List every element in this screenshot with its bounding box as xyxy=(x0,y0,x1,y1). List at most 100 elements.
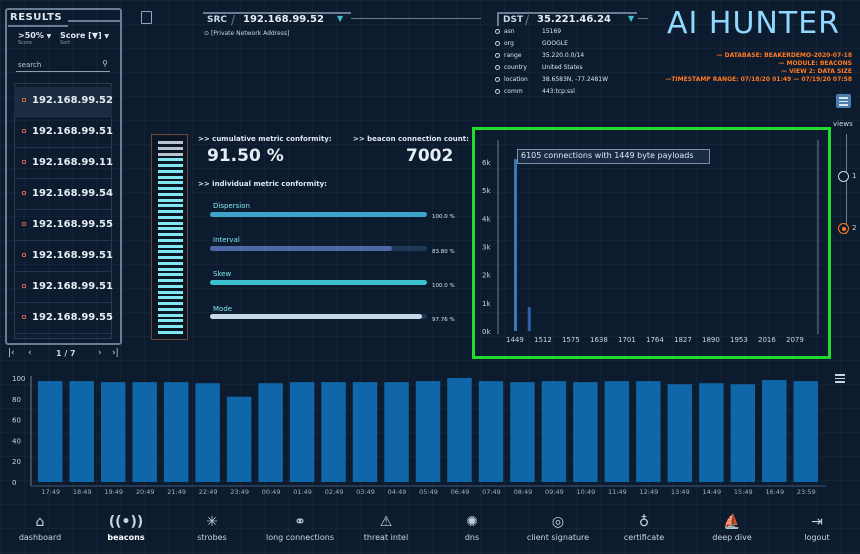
bullet-icon xyxy=(495,41,500,46)
src-note-text: [Private Network Address] xyxy=(210,30,290,37)
link-icon: ⚭ xyxy=(294,514,306,530)
nav-client-signature[interactable]: ◎ client signature xyxy=(522,514,594,542)
meter-segment xyxy=(158,296,183,300)
page-indicator: 1 / 7 xyxy=(56,349,76,358)
field-value: 38.6583N, -77.2481W xyxy=(542,76,609,83)
list-item[interactable]: 192.168.99.51 xyxy=(14,273,113,303)
field-value: 15169 xyxy=(542,28,562,35)
list-item[interactable]: 192.168.99.52 xyxy=(14,87,113,117)
list-item-ip: 192.168.99.51 xyxy=(32,281,113,292)
time-x-tick-label: 13:49 xyxy=(671,488,690,496)
info-timestamp: —TIMESTAMP RANGE: 07/18/20 01:49 — 07/19… xyxy=(665,76,852,83)
src-note: ⊙ [Private Network Address] xyxy=(204,30,289,37)
list-item[interactable]: 192.168.99.11 xyxy=(14,149,113,179)
score-filter[interactable]: >50% ▼ Score xyxy=(18,31,51,46)
metric-mode-fill xyxy=(210,314,423,319)
sail-icon: ⛵ xyxy=(723,514,741,530)
view-option-2-label: 2 xyxy=(852,224,857,232)
nav-logout[interactable]: ⇥ logout xyxy=(796,514,838,542)
sort-select[interactable]: Score [▼] ▼ Sort xyxy=(60,31,109,46)
last-page-icon[interactable]: ›| xyxy=(112,348,119,358)
results-panel xyxy=(5,8,122,345)
database-icon[interactable] xyxy=(141,11,152,24)
list-item[interactable]: 192.168.99.54 xyxy=(14,180,113,210)
size-bar xyxy=(514,159,517,331)
metric-skew-label: Skew xyxy=(213,270,232,278)
time-bar xyxy=(510,382,535,482)
nav-label: beacons xyxy=(107,533,145,542)
nav-deep-dive[interactable]: ⛵ deep dive xyxy=(706,514,758,542)
field-value: GOOGLE xyxy=(542,40,568,47)
cumulative-value: 91.50 % xyxy=(207,146,284,166)
meter-segment xyxy=(158,210,183,213)
meter-segment xyxy=(158,204,183,208)
results-list xyxy=(14,83,112,339)
nav-dashboard[interactable]: ⌂ dashboard xyxy=(14,514,66,542)
list-view-icon[interactable] xyxy=(836,94,851,108)
conformity-meter xyxy=(151,134,188,340)
list-item[interactable]: 192.168.99.51 xyxy=(14,118,113,148)
views-line xyxy=(846,134,847,234)
time-bar xyxy=(195,383,220,482)
meter-segment xyxy=(158,233,183,236)
status-dot-icon xyxy=(22,315,26,319)
time-y-tick-label: 60 xyxy=(12,417,21,425)
results-panel-notch xyxy=(68,8,122,22)
time-bar xyxy=(258,383,283,482)
field-key: asn xyxy=(504,28,515,35)
list-item[interactable]: 192.168.99.55 xyxy=(14,211,113,241)
src-line xyxy=(351,18,481,19)
time-bar xyxy=(100,382,126,482)
nav-dns[interactable]: ✺ dns xyxy=(452,514,492,542)
nav-threat-intel[interactable]: ⚠ threat intel xyxy=(358,514,414,542)
cumulative-label: >> cumulative metric conformity: xyxy=(198,135,332,143)
time-x-tick-label: 12:49 xyxy=(639,488,658,496)
time-x-tick-label: 04:49 xyxy=(388,488,407,496)
search-icon: ⚲ xyxy=(102,59,108,68)
x-tick-label: 1953 xyxy=(730,336,748,344)
meter-segment xyxy=(158,152,183,156)
filter-icon[interactable]: ▼ xyxy=(337,14,344,23)
search-input[interactable]: search ⚲ xyxy=(16,59,110,72)
warning-icon: ⚠ xyxy=(379,514,393,530)
filter-icon[interactable]: ▼ xyxy=(628,14,635,23)
nav-certificate[interactable]: ♁ certificate xyxy=(618,514,670,542)
pager: |‹ ‹ 1 / 7 › ›| xyxy=(6,348,124,360)
certificate-icon: ♁ xyxy=(638,514,650,530)
time-bar xyxy=(604,381,630,482)
prev-page-icon[interactable]: ‹ xyxy=(28,348,32,358)
dst-label: DST xyxy=(503,15,524,25)
nav-strobes[interactable]: ✳ strobes xyxy=(186,514,238,542)
time-bar xyxy=(69,381,94,482)
view-option-1[interactable] xyxy=(838,171,849,182)
metric-skew-track xyxy=(210,280,427,285)
next-page-icon[interactable]: › xyxy=(98,348,102,358)
time-x-tick-label: 01:49 xyxy=(293,488,312,496)
time-bar xyxy=(636,381,661,482)
x-tick-label: 1890 xyxy=(702,336,720,344)
meter-segment xyxy=(158,330,183,334)
views-label: views xyxy=(833,120,853,128)
hamburger-icon[interactable] xyxy=(835,374,845,383)
size-bar xyxy=(527,307,531,331)
first-page-icon[interactable]: |‹ xyxy=(8,348,15,358)
view-option-2[interactable] xyxy=(838,223,849,234)
time-x-tick-label: 23:49 xyxy=(230,488,249,496)
src-header: SRC / 192.168.99.52 xyxy=(203,12,351,27)
meter-segment xyxy=(158,290,183,294)
nav-beacons[interactable]: ((•)) beacons xyxy=(100,514,152,542)
list-item[interactable]: 192.168.99.51 xyxy=(14,242,113,272)
list-item[interactable]: 192.168.99.55 xyxy=(14,304,113,334)
nav-long-connections[interactable]: ⚭ long connections xyxy=(262,514,338,542)
time-bar xyxy=(163,382,189,482)
metric-interval-track xyxy=(210,246,427,251)
list-item-ip: 192.168.99.55 xyxy=(32,312,113,323)
src-ip: 192.168.99.52 xyxy=(243,14,324,25)
dst-header: DST / 35.221.46.24 xyxy=(497,12,637,27)
time-y-tick-label: 100 xyxy=(12,375,25,383)
time-bar xyxy=(478,381,504,482)
time-chart: 0 20 40 60 80 100 17:49 18:49 19:49 20:49 21:49 22:… xyxy=(12,375,826,496)
dst-field-country: country United States xyxy=(495,64,615,74)
time-bar xyxy=(132,382,157,482)
